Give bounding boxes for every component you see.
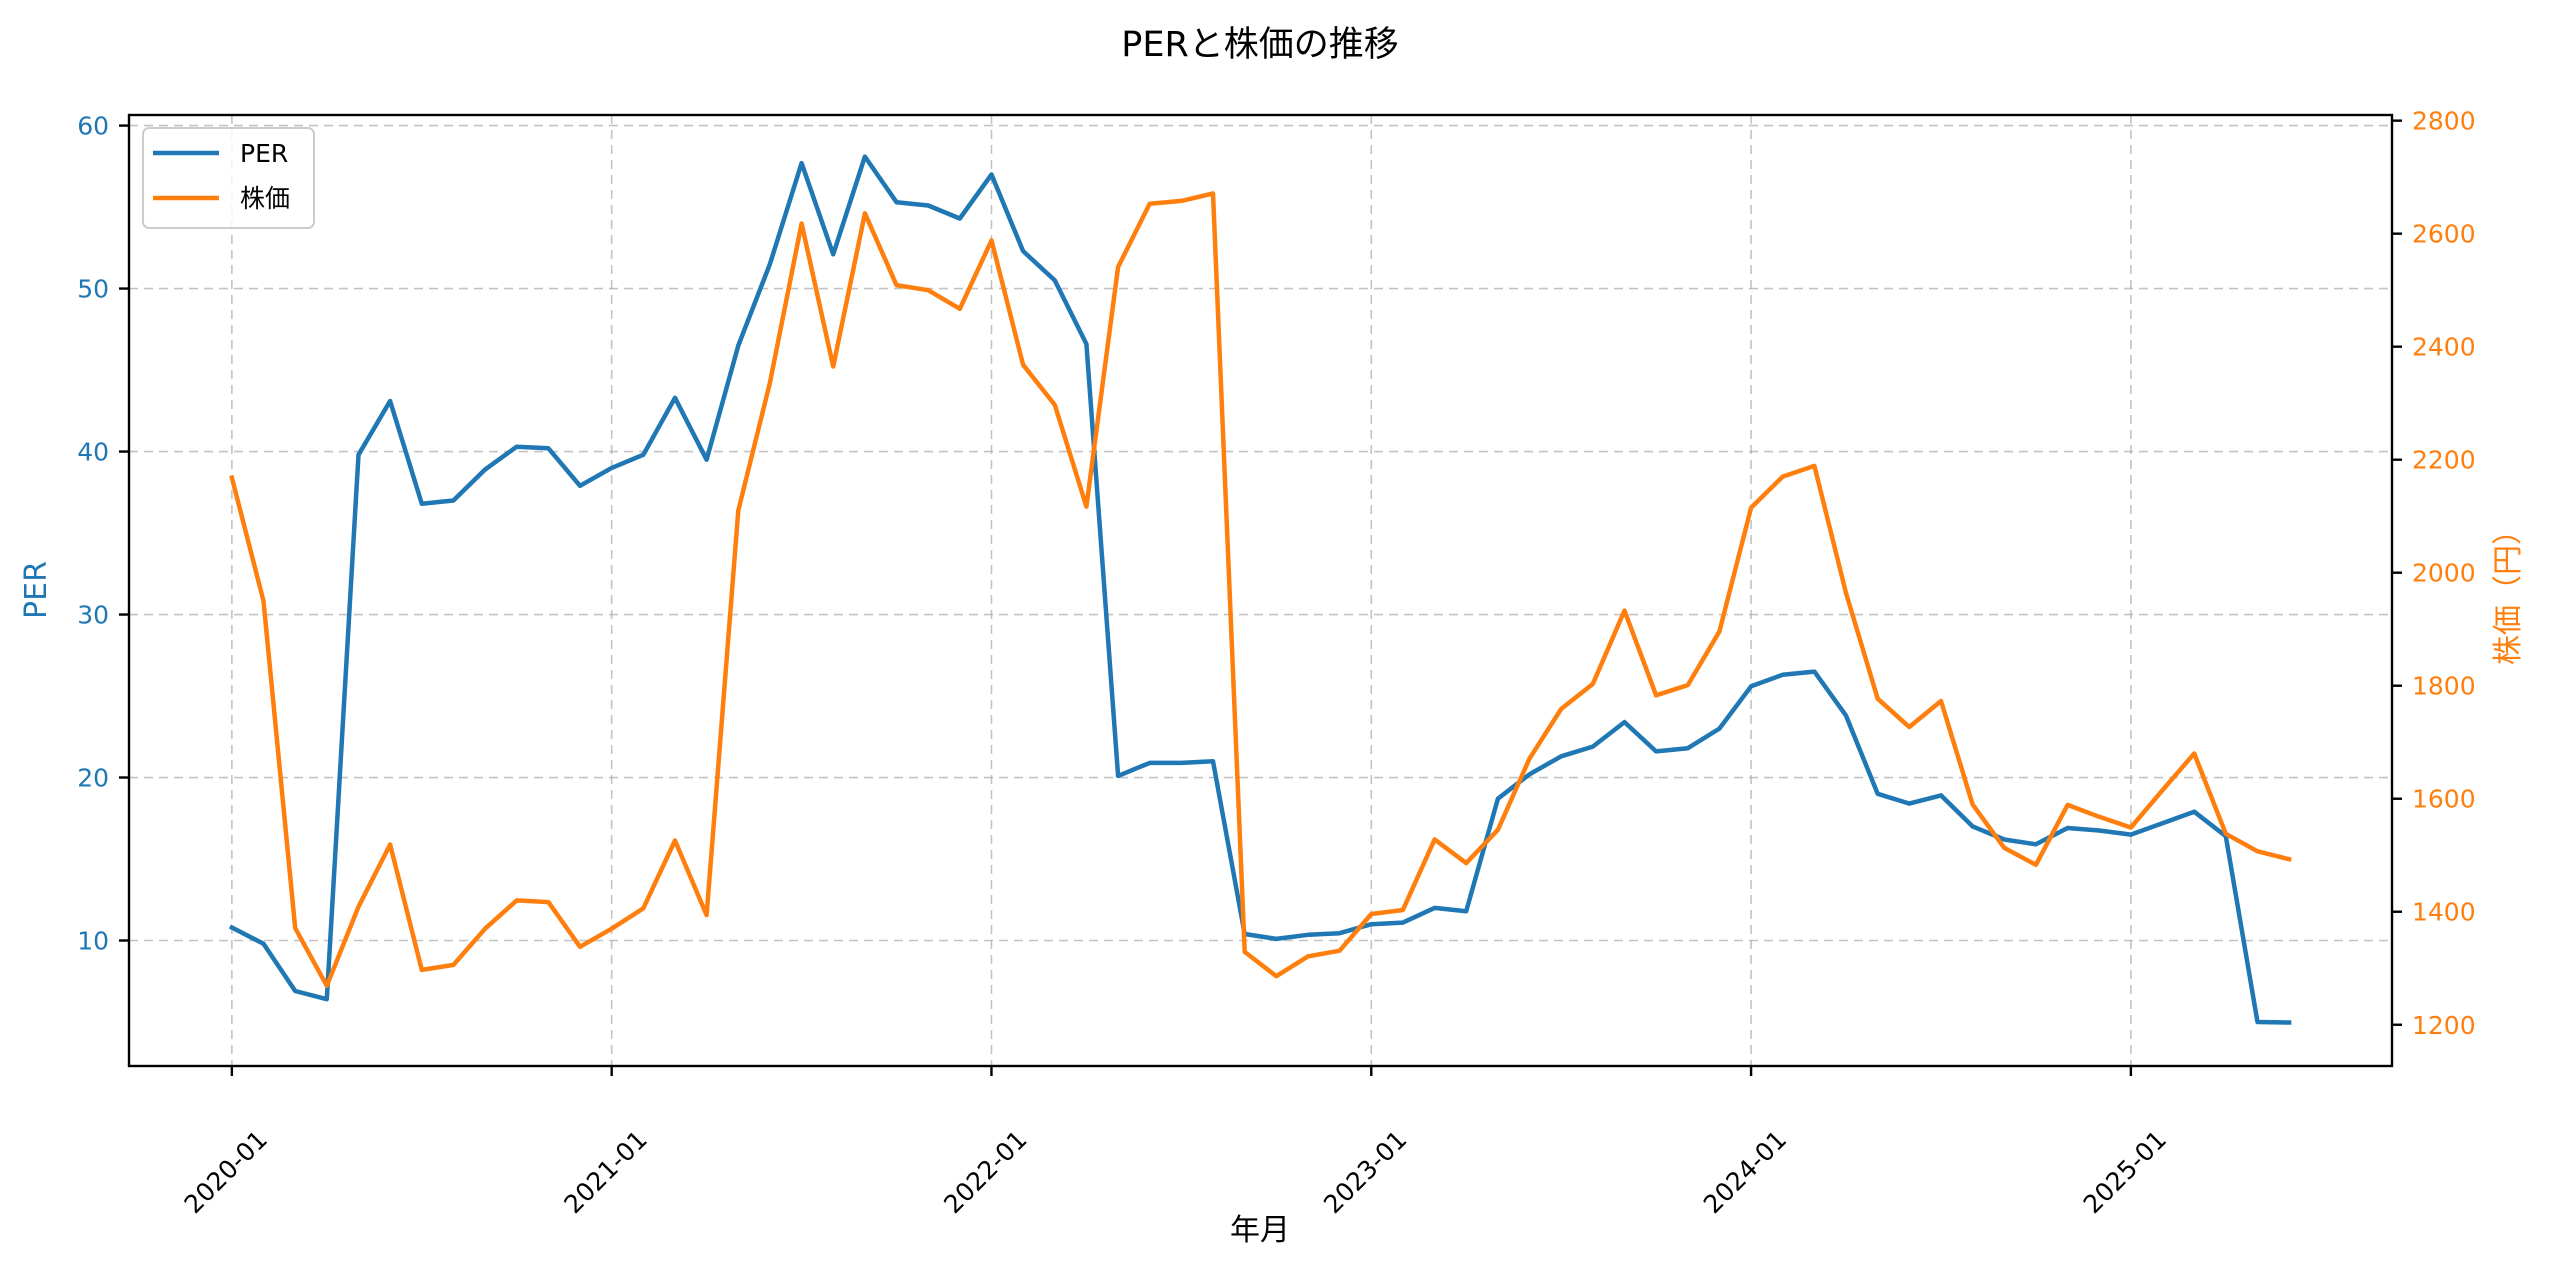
- y-axis-right-label: 株価（円）: [2491, 515, 2526, 665]
- y-tick-label-left: 20: [77, 764, 109, 793]
- y-axis-left: 10 20 30 40 50 60: [77, 112, 129, 956]
- x-axis: 2020-01 2021-01 2022-01 2023-01 2024-01 2025-…: [179, 1066, 2172, 1219]
- y-tick-label-left: 60: [77, 112, 109, 141]
- axes-frame: [127, 113, 2394, 1068]
- x-tick-label: 2023-01: [1318, 1125, 1412, 1219]
- legend-per-label: PER: [240, 139, 288, 168]
- y-tick-label-right: 2000: [2412, 559, 2476, 588]
- y-tick-label-right: 1200: [2412, 1011, 2476, 1040]
- y-tick-label-right: 2600: [2412, 220, 2476, 249]
- legend: PER 株価: [142, 127, 315, 229]
- x-tick-label: 2025-01: [2078, 1125, 2172, 1219]
- y-tick-label-right: 2200: [2412, 446, 2476, 475]
- legend-box: [142, 127, 315, 229]
- x-tick-label: 2021-01: [558, 1125, 652, 1219]
- y-tick-label-right: 1800: [2412, 672, 2476, 701]
- y-axis-left-label: PER: [19, 561, 54, 619]
- y-axis-right: 1200 1400 1600 1800 2000 2200 2400 2600 2800: [2392, 107, 2476, 1040]
- x-axis-label: 年月: [1230, 1213, 1290, 1248]
- y-tick-label-left: 30: [77, 601, 109, 630]
- y-tick-label-right: 2800: [2412, 107, 2476, 136]
- price-line: [229, 191, 2292, 989]
- y-tick-label-left: 10: [77, 927, 109, 956]
- legend-price-label: 株価: [240, 184, 290, 213]
- y-tick-label-right: 1600: [2412, 785, 2476, 814]
- plot-area: [228, 154, 2292, 1025]
- y-tick-label-right: 2400: [2412, 333, 2476, 362]
- x-tick-label: 2024-01: [1698, 1125, 1792, 1219]
- y-tick-label-left: 50: [77, 275, 109, 304]
- x-tick-label: 2020-01: [179, 1125, 273, 1219]
- per-line: [228, 154, 2292, 1025]
- grid-lines: [129, 115, 2392, 1066]
- chart-title: PERと株価の推移: [1121, 25, 1399, 65]
- y-tick-label-left: 40: [77, 438, 109, 467]
- y-tick-label-right: 1400: [2412, 898, 2476, 927]
- x-tick-label: 2022-01: [938, 1125, 1032, 1219]
